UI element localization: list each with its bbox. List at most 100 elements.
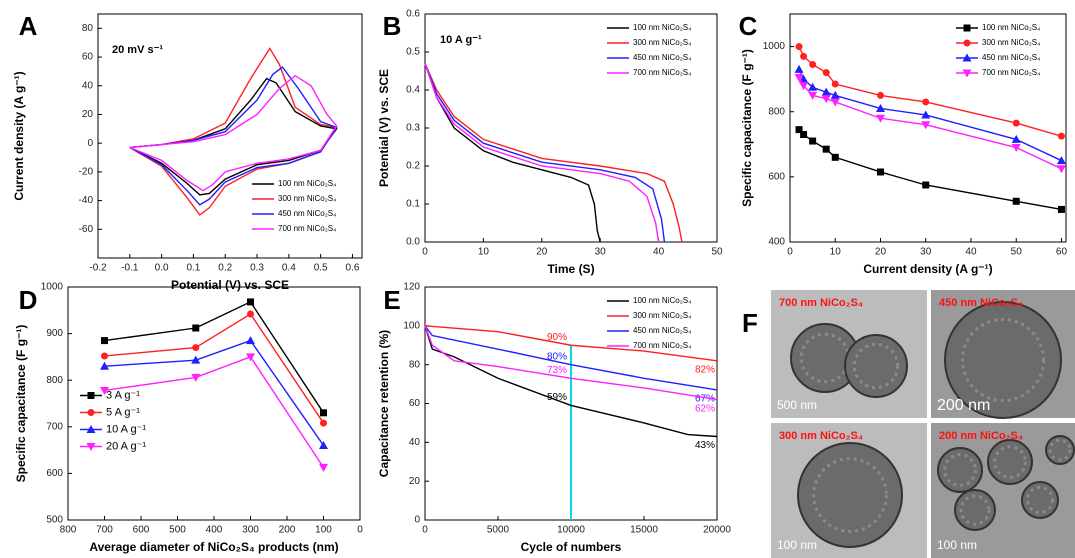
legend-label: 700 nm NiCo₂S₄ [633,341,691,350]
marker [875,114,885,123]
x-tick-label: 10 [830,247,842,258]
particle-texture [959,494,991,526]
marker [795,43,803,51]
x-tick-label: 20 [536,247,548,258]
y-tick-label: 20 [409,476,421,487]
marker [1011,144,1021,153]
marker [100,386,109,395]
marker [822,69,830,77]
marker [1057,132,1065,140]
annotation: 10 A g⁻¹ [440,34,482,46]
marker [795,126,803,134]
value-label: 73% [547,365,567,376]
x-tick-label: 40 [653,247,665,258]
image-label: 300 nm NiCo₂S₄ [779,430,863,442]
marker [86,425,96,433]
y-tick-label: 60 [409,398,421,409]
legend-label: 300 nm NiCo₂S₄ [633,311,691,320]
particle-texture [960,317,1046,403]
x-tick-label: 10 [478,247,490,258]
y-tick-label: 1000 [41,282,64,293]
legend-label: 100 nm NiCo₂S₄ [633,23,691,32]
y-tick-label: 120 [403,282,420,293]
marker [799,82,809,91]
x-tick-label: 0.4 [282,263,296,274]
value-label: 80% [547,351,567,362]
particle-texture [852,342,900,390]
x-tick-label: 40 [965,247,977,258]
y-tick-label: 1000 [763,41,786,52]
value-label: 67% [695,394,715,405]
legend-label: 700 nm NiCo₂S₄ [982,68,1040,77]
x-tick-label: 0 [422,525,428,536]
y-tick-label: -60 [79,224,94,235]
marker [191,373,201,382]
y-tick-label: 600 [768,171,785,182]
y-tick-label: 0 [414,515,420,526]
series-line [424,325,718,401]
legend-label: 20 A g⁻¹ [106,440,146,452]
y-tick-label: 800 [768,106,785,117]
marker [830,98,840,107]
particle [954,489,996,531]
y-tick-label: 60 [82,52,94,63]
x-tick-label: 30 [595,247,607,258]
y-tick-label: 0.0 [406,237,420,248]
series-line [424,63,660,243]
x-axis-title: Potential (V) vs. SCE [171,278,289,292]
y-tick-label: 0.5 [406,47,420,58]
marker [319,463,328,472]
y-tick-label: 600 [46,468,63,479]
plot-frame [67,286,361,521]
x-tick-label: 10000 [557,525,585,536]
x-tick-label: 500 [169,525,186,536]
series-line [424,325,718,391]
y-tick-label: 800 [46,375,63,386]
x-axis-title: Time (S) [547,262,594,276]
x-tick-label: 0.6 [346,263,360,274]
x-tick-label: 0 [357,525,363,536]
marker [100,361,109,370]
y-axis-title: Capacitance retention (%) [377,330,391,477]
marker [922,181,930,189]
y-tick-label: 0 [87,138,93,149]
y-tick-label: -40 [79,195,94,206]
y-axis-title: Potential (V) vs. SCE [377,69,391,187]
x-tick-label: 50 [711,247,723,258]
value-label: 62% [695,403,715,414]
image-label: 200 nm NiCo₂S₄ [939,430,1023,442]
x-tick-label: 100 [315,525,332,536]
particle-texture [993,445,1027,479]
y-tick-label: -20 [79,167,94,178]
marker [831,80,839,88]
marker [87,392,95,399]
particle-texture [1025,485,1055,515]
legend-label: 100 nm NiCo₂S₄ [982,23,1040,32]
legend-label: 5 A g⁻¹ [106,406,140,418]
y-axis-title: Current density (A g⁻¹) [12,71,26,200]
marker [87,409,95,416]
legend-label: 450 nm NiCo₂S₄ [633,53,691,62]
marker [320,409,327,417]
marker [922,98,930,106]
series-line [129,66,338,206]
x-tick-label: 5000 [487,525,510,536]
marker [101,352,108,360]
x-tick-label: 700 [96,525,113,536]
marker [830,90,840,99]
series-line [424,63,601,243]
panel-letter: D [19,285,38,315]
marker [794,74,804,83]
x-tick-label: 0 [787,247,793,258]
series-line [424,63,666,243]
panel-letter: F [742,308,758,338]
scale-bar-label: 100 nm [937,538,977,552]
legend-label: 700 nm NiCo₂S₄ [633,68,691,77]
y-tick-label: 100 [403,320,420,331]
legend-label: 300 nm NiCo₂S₄ [278,194,336,203]
series-line [129,77,338,196]
marker [246,336,255,345]
scale-bar-label: 500 nm [777,398,817,412]
y-tick-label: 0.4 [406,85,420,96]
legend-label: 300 nm NiCo₂S₄ [633,38,691,47]
